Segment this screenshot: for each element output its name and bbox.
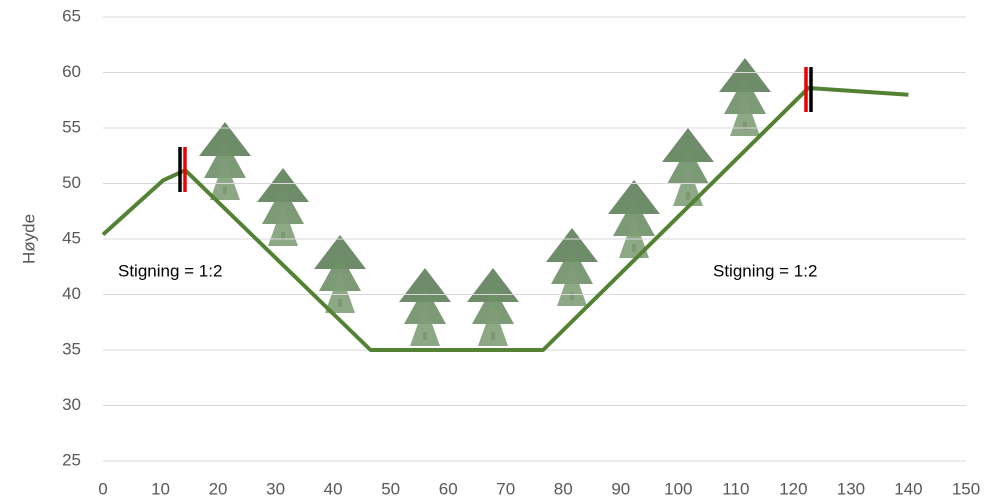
y-tick-label: 25 (62, 450, 81, 469)
x-tick-label: 70 (496, 479, 515, 498)
x-tick-label: 90 (611, 479, 630, 498)
tree-foliage (199, 122, 251, 156)
x-tick-label: 110 (722, 479, 749, 498)
y-tick-label: 65 (62, 6, 81, 25)
y-axis-label: Høyde (19, 214, 38, 264)
x-tick-label: 10 (151, 479, 170, 498)
x-tick-label: 40 (324, 479, 343, 498)
tree-foliage (619, 216, 649, 258)
x-tick-label: 80 (554, 479, 573, 498)
x-tick-label: 20 (209, 479, 228, 498)
tree-foliage (210, 158, 240, 200)
x-tick-label: 50 (381, 479, 400, 498)
y-tick-label: 50 (62, 173, 81, 192)
x-tick-label: 0 (98, 479, 107, 498)
tree-foliage (257, 168, 309, 202)
tree-foliage (314, 235, 366, 269)
tree-foliage (730, 94, 760, 136)
x-tick-label: 130 (837, 479, 865, 498)
x-tick-label: 30 (266, 479, 285, 498)
tree-foliage (608, 180, 660, 214)
tree-decorations (199, 58, 771, 346)
tree-foliage (673, 164, 703, 206)
tree-foliage (478, 304, 508, 346)
y-tick-label: 45 (62, 228, 81, 247)
x-tick-label: 120 (779, 479, 807, 498)
tree-foliage (546, 228, 598, 262)
y-tick-label: 55 (62, 117, 81, 136)
annotation: Stigning = 1:2 (713, 261, 817, 280)
tree-foliage (325, 271, 355, 313)
tree-foliage (410, 304, 440, 346)
tree-foliage (268, 204, 298, 246)
annotation: Stigning = 1:2 (118, 261, 222, 280)
data-line (101, 86, 909, 352)
tree-foliage (467, 268, 519, 302)
x-tick-label: 150 (952, 479, 980, 498)
y-tick-label: 30 (62, 395, 81, 414)
tree-foliage (719, 58, 771, 92)
x-tick-label: 60 (439, 479, 458, 498)
tree-foliage (662, 128, 714, 162)
y-tick-label: 60 (62, 62, 81, 81)
tree-foliage (557, 264, 587, 306)
x-tick-label: 100 (664, 479, 692, 498)
x-tick-label: 140 (894, 479, 922, 498)
y-tick-label: 35 (62, 339, 81, 358)
tree-foliage (399, 268, 451, 302)
y-tick-label: 40 (62, 284, 81, 303)
